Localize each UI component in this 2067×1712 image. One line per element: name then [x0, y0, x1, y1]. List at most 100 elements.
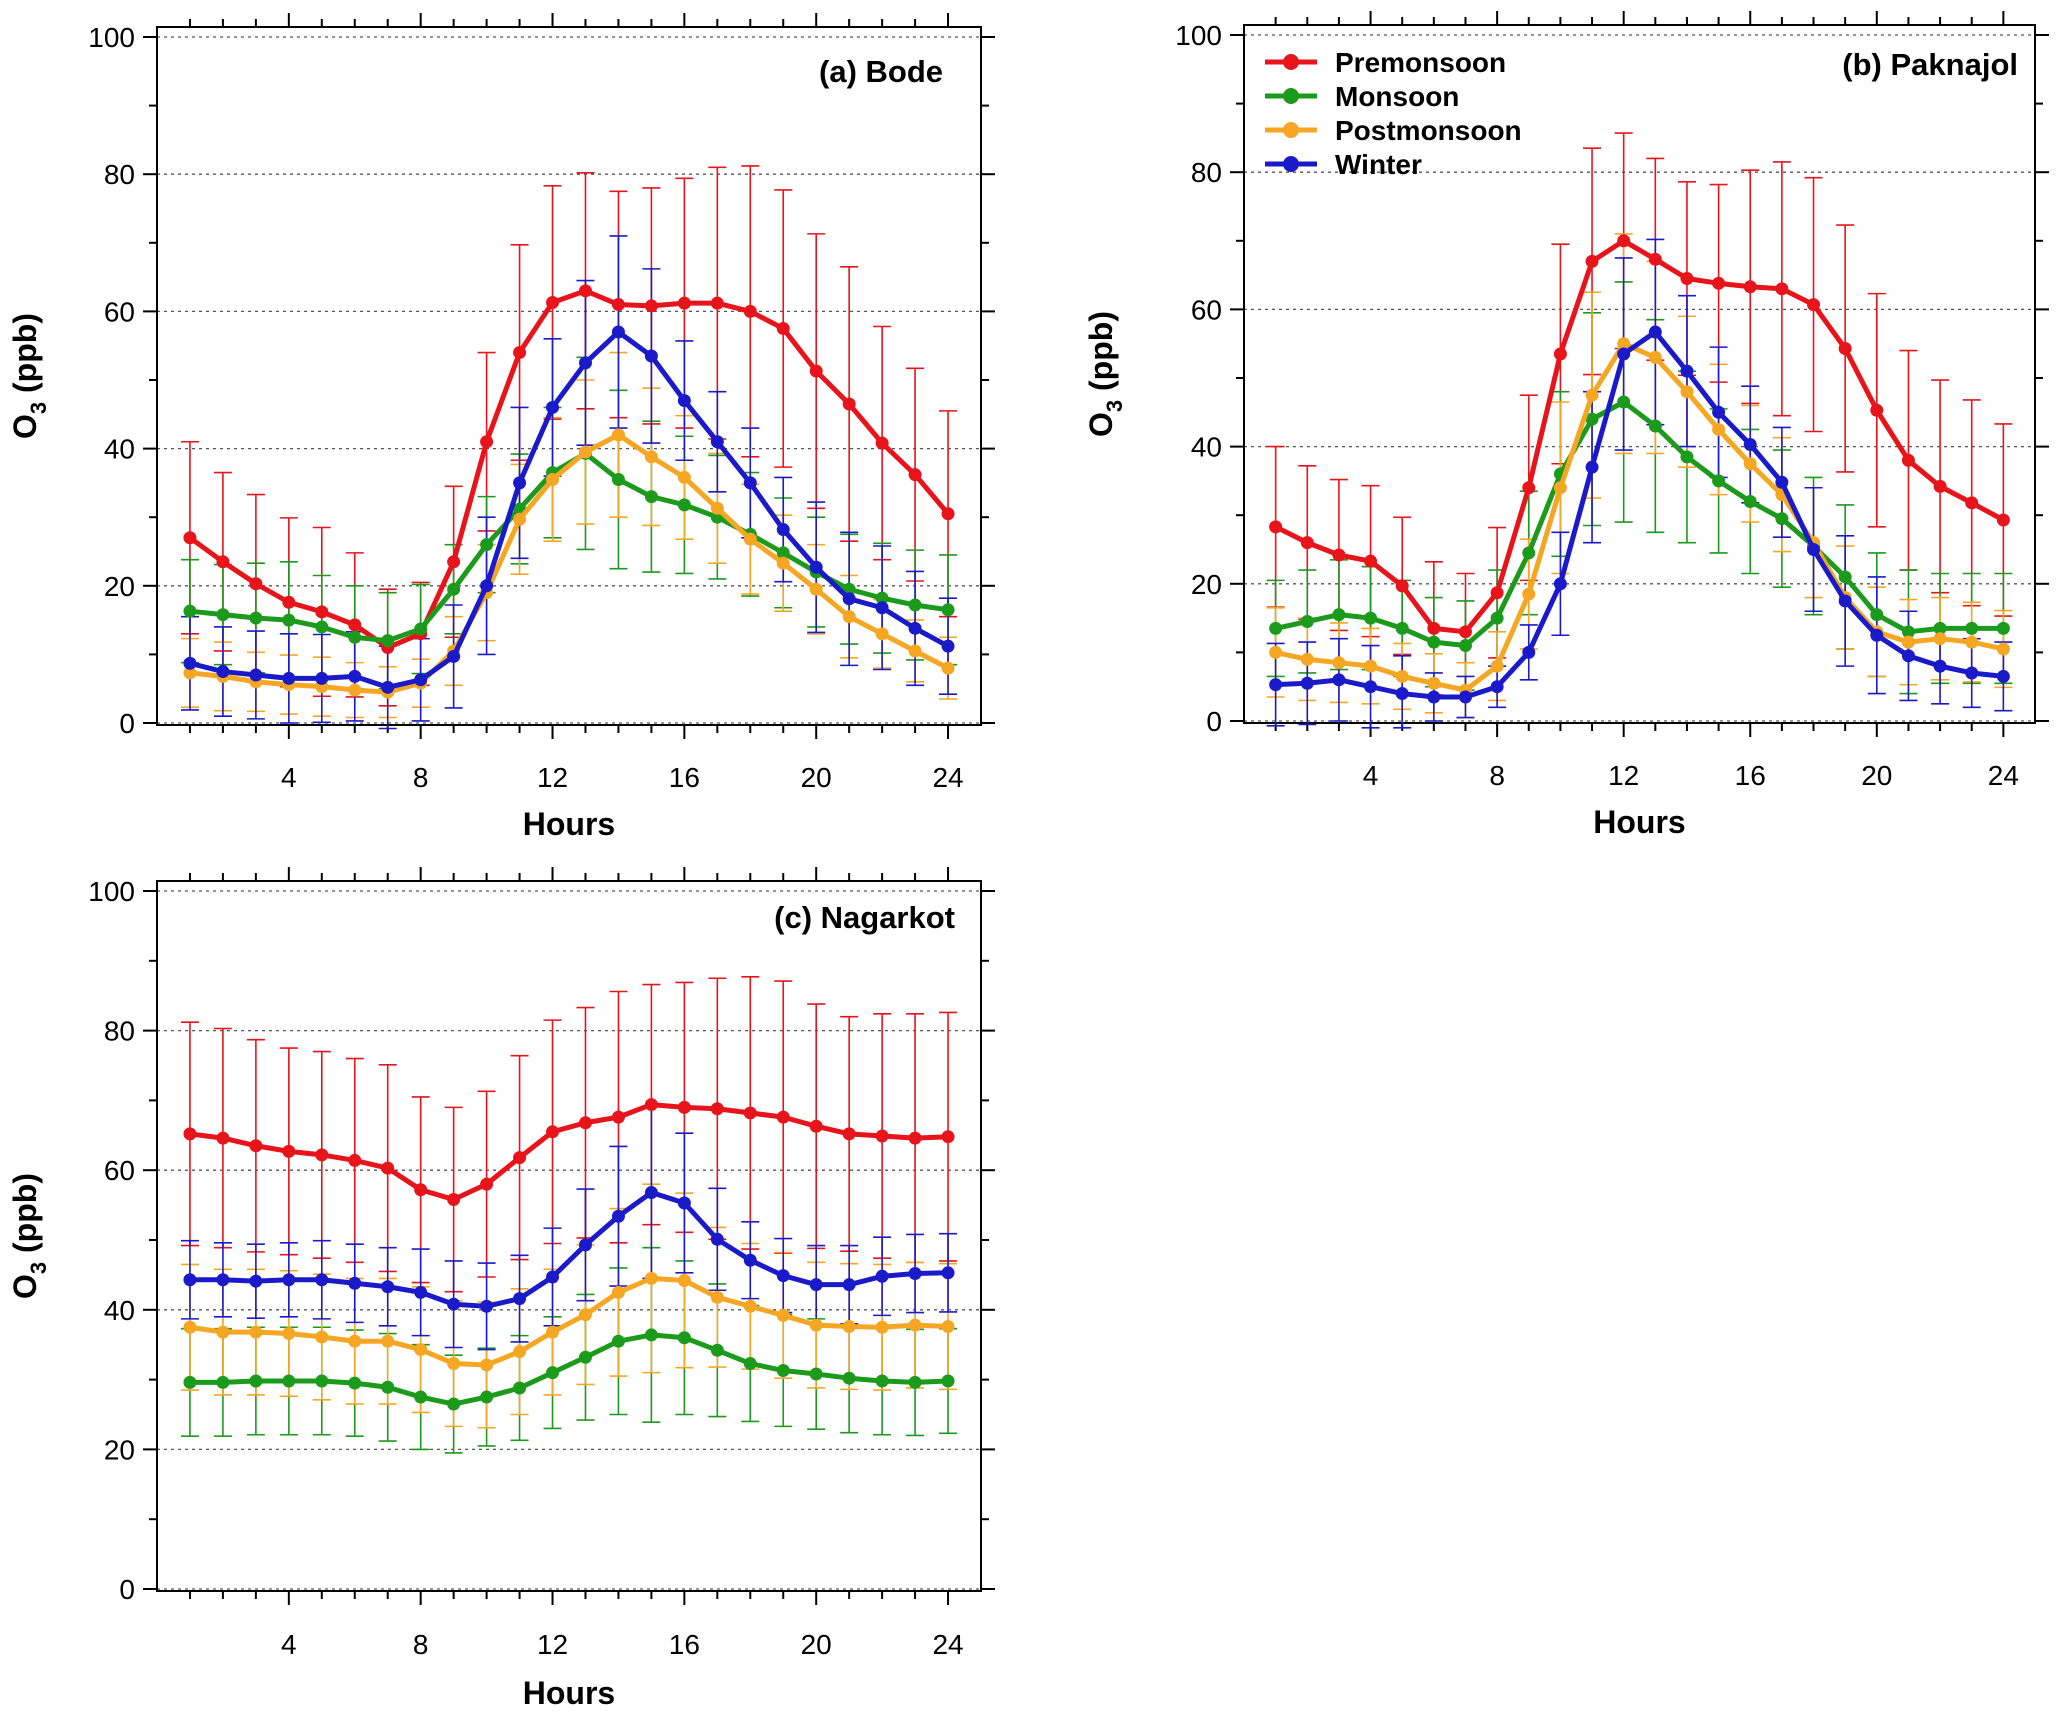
postmonsoon-point [1712, 422, 1726, 436]
premonsoon-point [1870, 403, 1884, 417]
y-axis-title: O3 (ppb) [7, 1173, 51, 1299]
postmonsoon-point [216, 1325, 230, 1339]
postmonsoon-point [908, 1318, 922, 1332]
monsoon-point [348, 630, 362, 644]
winter-point [348, 669, 362, 683]
winter-point [842, 592, 856, 606]
monsoon-point [941, 1374, 955, 1388]
winter-point [1332, 673, 1346, 687]
monsoon-point [216, 1375, 230, 1389]
y-tick-label: 40 [104, 1295, 135, 1326]
postmonsoon-point [677, 1273, 691, 1287]
postmonsoon-point [381, 1334, 395, 1348]
winter-point [315, 1273, 329, 1287]
winter-point [644, 1186, 658, 1200]
postmonsoon-point [743, 532, 757, 546]
winter-point [447, 1297, 461, 1311]
premonsoon-point [578, 284, 592, 298]
winter-point [1933, 659, 1947, 673]
premonsoon-point [282, 595, 296, 609]
postmonsoon-point [710, 501, 724, 515]
monsoon-point [875, 1374, 889, 1388]
premonsoon-point [611, 298, 625, 312]
monsoon-point [1712, 474, 1726, 488]
winter-point [480, 1299, 494, 1313]
monsoon-point [776, 1364, 790, 1378]
monsoon-point [282, 613, 296, 627]
y-tick-label: 80 [1191, 157, 1222, 188]
monsoon-line [189, 1332, 949, 1407]
monsoon-point [1933, 621, 1947, 635]
y-tick-label: 100 [88, 876, 135, 907]
legend-marker-postmonsoon [1283, 122, 1299, 138]
y-tick-label: 60 [104, 1155, 135, 1186]
monsoon-point [908, 598, 922, 612]
winter-point [908, 621, 922, 635]
postmonsoon-line [1275, 341, 2004, 693]
premonsoon-point [1522, 481, 1536, 495]
premonsoon-point [1965, 496, 1979, 510]
monsoon-point [875, 591, 889, 605]
postmonsoon-point [1901, 635, 1915, 649]
y-tick-label: 80 [104, 1016, 135, 1047]
monsoon-point [1395, 621, 1409, 635]
winter-point [1680, 364, 1694, 378]
winter-point [249, 668, 263, 682]
monsoon-point [1648, 419, 1662, 433]
premonsoon-point [315, 605, 329, 619]
winter-point [677, 1196, 691, 1210]
postmonsoon-point [1522, 587, 1536, 601]
premonsoon-point [1395, 579, 1409, 593]
postmonsoon-point [447, 1357, 461, 1371]
postmonsoon-point [1743, 457, 1757, 471]
y-tick-label: 40 [1191, 432, 1222, 463]
premonsoon-point [1332, 548, 1346, 562]
x-tick-label: 16 [1735, 760, 1766, 791]
monsoon-point [381, 634, 395, 648]
winter-point [348, 1276, 362, 1290]
plot-frame [156, 880, 982, 1592]
monsoon-point [447, 1397, 461, 1411]
plot-frame [1243, 24, 2036, 724]
postmonsoon-point [1617, 337, 1631, 351]
monsoon-point [480, 538, 494, 552]
postmonsoon-point [875, 627, 889, 641]
legend-marker-monsoon [1283, 88, 1299, 104]
premonsoon-point [1269, 520, 1283, 534]
postmonsoon-point [644, 1271, 658, 1285]
panel-bode: 4 8 12 16 20 24 0 20 40 60 80 100 Hours O3 (ppb) (a) B… [7, 13, 995, 842]
premonsoon-point [677, 1100, 691, 1114]
legend-label-postmonsoon: Postmonsoon [1335, 115, 1522, 146]
y-tick-label: 0 [1206, 706, 1222, 737]
monsoon-point [776, 546, 790, 560]
x-tick-label: 24 [932, 762, 963, 793]
premonsoon-point [249, 577, 263, 591]
monsoon-point [1522, 546, 1536, 560]
premonsoon-point [809, 1119, 823, 1133]
legend-marker-winter [1283, 156, 1299, 172]
premonsoon-point [776, 322, 790, 336]
postmonsoon-point [1300, 652, 1314, 666]
x-tick-label: 8 [413, 1629, 429, 1660]
legend-marker-premonsoon [1283, 54, 1299, 70]
monsoon-point [644, 1328, 658, 1342]
winter-point [480, 579, 494, 593]
winter-point [809, 560, 823, 574]
winter-point [941, 1266, 955, 1280]
postmonsoon-point [1553, 481, 1567, 495]
y-tick-label: 0 [119, 708, 135, 739]
x-tick-label: 12 [537, 1629, 568, 1660]
premonsoon-point [1490, 586, 1504, 600]
premonsoon-point [578, 1116, 592, 1130]
postmonsoon-point [644, 450, 658, 464]
monsoon-point [1427, 635, 1441, 649]
panel-title: (b) Paknajol [1842, 47, 2018, 82]
monsoon-point [480, 1390, 494, 1404]
x-tick-label: 16 [669, 1629, 700, 1660]
postmonsoon-point [1933, 632, 1947, 646]
monsoon-point [578, 1350, 592, 1364]
y-axis-title: O3 (ppb) [7, 313, 51, 439]
y-tick-label: 20 [1191, 569, 1222, 600]
premonsoon-point [677, 296, 691, 310]
